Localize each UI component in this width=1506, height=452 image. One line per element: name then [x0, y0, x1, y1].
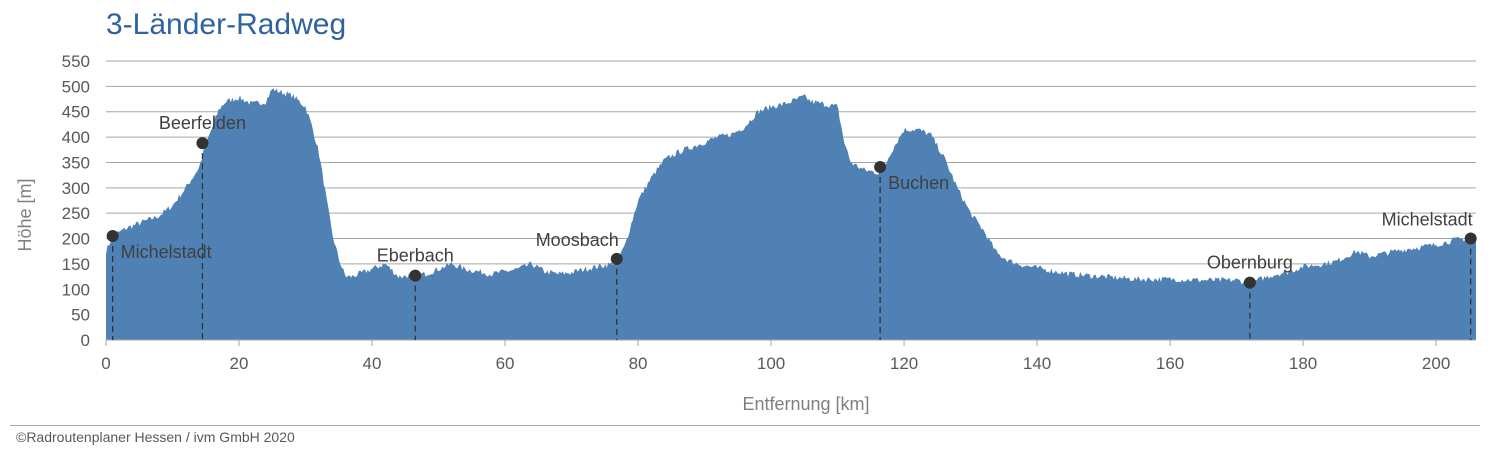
x-tick-label: 0	[101, 354, 110, 373]
waypoint-label: Buchen	[888, 173, 949, 193]
waypoint-label: Michelstadt	[121, 242, 212, 262]
y-tick-label: 100	[62, 280, 90, 299]
waypoint-label: Eberbach	[377, 246, 454, 266]
x-tick-label: 60	[496, 354, 515, 373]
y-tick-label: 400	[62, 128, 90, 147]
waypoint-marker	[874, 161, 887, 174]
tick-labels: 0 50 100 150 200 250 300 350 400 450 500 550 0 20 40 60…	[62, 52, 1451, 373]
waypoint-label: Beerfelden	[159, 113, 246, 133]
waypoints: Michelstadt Beerfelden Eberbach Moosbach Buc…	[106, 113, 1477, 340]
waypoint-marker	[610, 252, 623, 265]
y-axis-label: Höhe [m]	[15, 178, 35, 251]
axes	[105, 339, 1476, 346]
x-tick-label: 100	[757, 354, 785, 373]
waypoint-marker	[1243, 276, 1256, 289]
x-tick-label: 180	[1289, 354, 1317, 373]
x-tick-label: 120	[890, 354, 918, 373]
y-tick-label: 50	[71, 306, 90, 325]
waypoint-label: Moosbach	[536, 230, 619, 250]
x-tick-label: 20	[230, 354, 249, 373]
waypoint-label: Obernburg	[1207, 253, 1293, 273]
y-tick-label: 350	[62, 153, 90, 172]
y-tick-label: 250	[62, 204, 90, 223]
y-tick-label: 300	[62, 179, 90, 198]
waypoint-label: Michelstadt	[1382, 210, 1473, 230]
x-tick-label: 40	[363, 354, 382, 373]
x-tick-label: 140	[1023, 354, 1051, 373]
x-tick-label: 200	[1422, 354, 1450, 373]
x-tick-label: 160	[1156, 354, 1184, 373]
x-axis-label: Entfernung [km]	[742, 394, 869, 414]
waypoint-marker	[106, 230, 119, 243]
waypoint-marker	[196, 137, 209, 150]
elevation-series	[106, 88, 1476, 340]
x-tick-label: 80	[629, 354, 648, 373]
y-tick-label: 500	[62, 77, 90, 96]
y-tick-label: 200	[62, 230, 90, 249]
waypoint-marker	[1464, 232, 1477, 245]
elevation-area	[106, 88, 1476, 340]
y-tick-label: 0	[81, 331, 90, 350]
footer-divider	[10, 425, 1480, 426]
y-tick-label: 550	[62, 52, 90, 71]
y-tick-label: 450	[62, 103, 90, 122]
y-tick-label: 150	[62, 255, 90, 274]
waypoint-marker	[409, 269, 422, 282]
copyright-notice: ©Radroutenplaner Hessen / ivm GmbH 2020	[16, 429, 295, 445]
chart-title: 3-Länder-Radweg	[106, 8, 347, 41]
